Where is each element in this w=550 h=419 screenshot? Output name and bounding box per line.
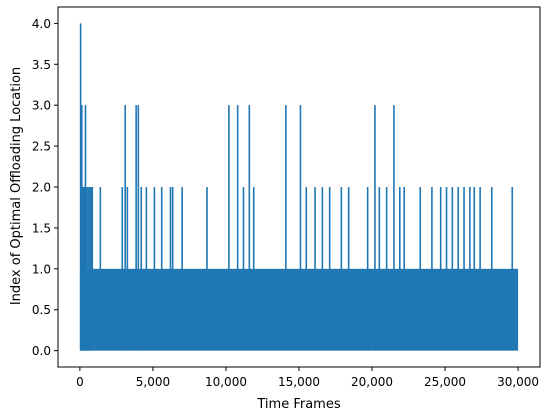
x-tick-label: 10,000 <box>205 375 247 389</box>
y-tick-label: 0.5 <box>32 303 51 317</box>
x-tick-label: 15,000 <box>278 375 320 389</box>
x-tick-label: 20,000 <box>351 375 393 389</box>
y-tick-label: 0.0 <box>32 344 51 358</box>
plot-area <box>79 23 519 351</box>
y-tick-label: 2.5 <box>32 140 51 154</box>
x-tick-label: 25,000 <box>424 375 466 389</box>
y-tick-label: 3.5 <box>32 58 51 72</box>
x-axis-label: Time Frames <box>256 397 340 412</box>
axes: 0.0 0.5 1.0 1.5 2.0 2.5 3.0 3.5 4.0 0 5,000 10,000 1… <box>32 6 541 389</box>
y-tick-label: 3.0 <box>32 99 51 113</box>
y-axis-label: Index of Optimal Offloading Location <box>9 67 24 305</box>
x-tick-label: 30,000 <box>497 375 539 389</box>
y-tick-label: 1.5 <box>32 221 51 235</box>
series-dense-band <box>79 268 519 351</box>
x-tick-label: 5,000 <box>136 375 170 389</box>
y-tick-label: 1.0 <box>32 262 51 276</box>
x-tick-label: 0 <box>76 375 84 389</box>
y-tick-label: 2.0 <box>32 181 51 195</box>
y-tick-label: 4.0 <box>32 17 51 31</box>
